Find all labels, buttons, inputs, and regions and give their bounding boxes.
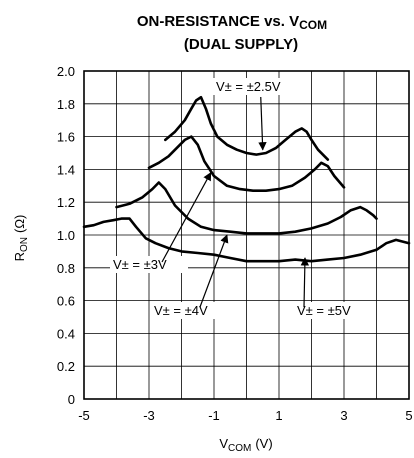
x-axis-label-unit: (V) (255, 436, 272, 451)
annotation-backdrop (294, 302, 364, 319)
x-tick-label: -1 (208, 408, 220, 423)
annotation-label-2: V± = ±3V (113, 257, 167, 272)
chart-title-sub: COM (299, 18, 327, 32)
x-tick-label: -3 (143, 408, 155, 423)
x-tick-label: 5 (405, 408, 412, 423)
y-tick-label: 0.8 (57, 261, 75, 276)
y-axis-label-main: R (12, 252, 27, 261)
y-tick-label: 1.0 (57, 228, 75, 243)
annotation-backdrop (213, 78, 311, 95)
x-tick-labels: -5 -3 -1 1 3 5 (78, 408, 412, 423)
series-line-1 (164, 95, 330, 161)
y-tick-label: 0 (68, 392, 75, 407)
chart-title-main: ON-RESISTANCE vs. V (137, 13, 299, 30)
annotation-label-4: V± = ±5V (297, 303, 351, 318)
annotation-backdrop (151, 302, 221, 319)
y-tick-label: 2.0 (57, 64, 75, 79)
y-tick-label: 0.4 (57, 326, 75, 341)
y-tick-label: 1.8 (57, 97, 75, 112)
chart-title-line1: ON-RESISTANCE vs. VCOM (137, 13, 327, 32)
series-line-3 (115, 181, 378, 235)
series-line-2 (147, 135, 346, 192)
x-axis-label-main: V (219, 436, 228, 451)
annotations: V± = ±2.5V V± = ±3V V± = ±4V V± = ±5V (110, 78, 364, 319)
series-line-4 (82, 217, 411, 263)
y-axis-label: RON (Ω) (12, 215, 30, 262)
annotation-label-3: V± = ±4V (154, 303, 208, 318)
x-tick-label: -5 (78, 408, 90, 423)
y-axis-label-unit: (Ω) (12, 215, 27, 233)
y-tick-label: 0.2 (57, 359, 75, 374)
y-tick-label: 1.6 (57, 130, 75, 145)
y-tick-label: 0.6 (57, 294, 75, 309)
grid (83, 70, 410, 400)
y-tick-labels: 0 0.2 0.4 0.6 0.8 1.0 1.2 1.4 1.6 1.8 2.0 (57, 64, 75, 407)
annotation-label-1: V± = ±2.5V (216, 79, 281, 94)
annotation-arrow-3 (199, 234, 229, 308)
x-tick-label: 1 (275, 408, 282, 423)
x-tick-label: 3 (340, 408, 347, 423)
annotation-arrow-4 (300, 257, 310, 308)
y-tick-label: 1.4 (57, 162, 75, 177)
y-tick-label: 1.2 (57, 195, 75, 210)
annotation-backdrop (110, 256, 188, 273)
y-axis-label-sub: ON (19, 237, 30, 252)
chart-title-line2: (DUAL SUPPLY) (184, 36, 298, 53)
annotation-arrow-2 (161, 171, 212, 263)
annotation-arrow-1 (258, 96, 267, 151)
series-lines (82, 95, 411, 263)
plot-frame (83, 70, 410, 400)
x-axis-label: VCOM (V) (219, 436, 272, 454)
x-axis-label-sub: COM (228, 443, 251, 454)
